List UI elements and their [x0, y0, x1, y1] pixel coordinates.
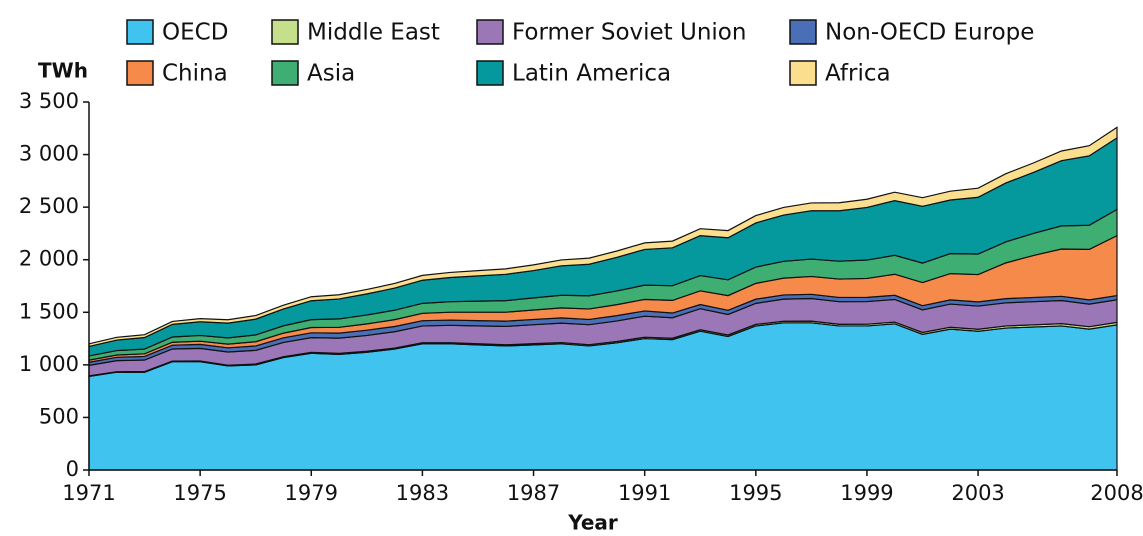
x-tick-label: 1995 — [729, 481, 782, 505]
y-tick-label: 3 000 — [19, 142, 79, 166]
x-tick-label: 1979 — [285, 481, 338, 505]
y-tick-label: 3 500 — [19, 89, 79, 113]
y-tick-label: 500 — [39, 404, 79, 428]
x-tick-label: 1991 — [618, 481, 671, 505]
legend-label: Middle East — [307, 20, 440, 46]
legend-swatch — [476, 60, 504, 86]
legend-label: Non-OECD Europe — [825, 20, 1034, 46]
x-tick-label: 1987 — [507, 481, 560, 505]
x-tick-label: 1983 — [396, 481, 449, 505]
legend-label: OECD — [162, 20, 228, 46]
legend-swatch — [271, 60, 299, 86]
x-axis-label: Year — [567, 511, 618, 535]
legend-swatch — [126, 60, 154, 86]
legend-swatch — [126, 19, 154, 45]
y-tick-label: 2 500 — [19, 194, 79, 218]
legend-swatch — [789, 19, 817, 45]
area — [88, 126, 1118, 348]
legend-label: Former Soviet Union — [512, 20, 746, 46]
y-tick-label: 1 000 — [19, 352, 79, 376]
y-tick-label: 0 — [66, 457, 79, 481]
y-tick-label: 1 500 — [19, 299, 79, 323]
legend-label: Latin America — [512, 61, 671, 87]
x-tick-label: 2008 — [1090, 481, 1143, 505]
legend-swatch — [476, 19, 504, 45]
y-axis-label: TWh — [38, 59, 88, 83]
x-tick-label: 1999 — [840, 481, 893, 505]
legend-label: China — [162, 61, 228, 87]
y-tick-label: 2 000 — [19, 247, 79, 271]
legend-label: Asia — [307, 61, 355, 87]
legend-swatch — [789, 60, 817, 86]
legend-swatch — [271, 19, 299, 45]
x-tick-label: 1971 — [62, 481, 115, 505]
x-tick-label: 2003 — [951, 481, 1004, 505]
x-tick-label: 1975 — [173, 481, 226, 505]
legend-label: Africa — [825, 61, 891, 87]
